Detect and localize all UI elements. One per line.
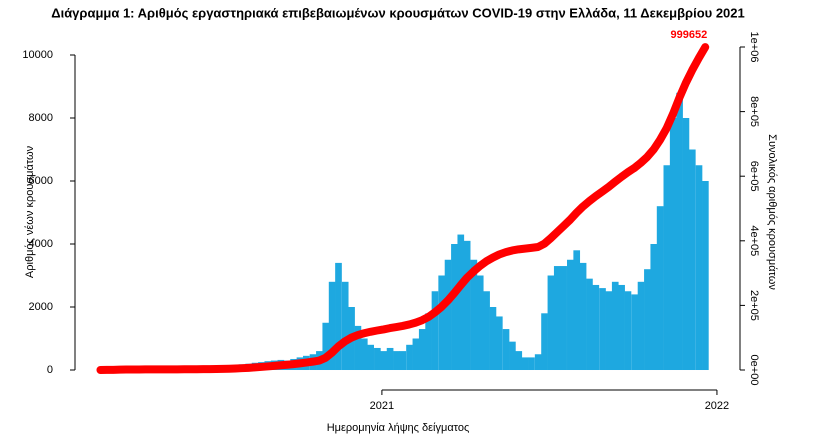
bar — [688, 149, 696, 371]
y-tick-label: 2000 — [29, 301, 53, 313]
y2-tick-label: 8e+05 — [748, 96, 760, 127]
bar — [521, 357, 529, 371]
bar — [328, 281, 336, 371]
bar — [367, 344, 374, 371]
bar — [451, 244, 458, 371]
bar — [637, 281, 645, 371]
y-tick-label: 8000 — [29, 112, 53, 124]
bar — [393, 351, 400, 371]
bar — [592, 284, 600, 371]
y2-tick-label: 6e+05 — [748, 161, 760, 192]
bar — [676, 92, 683, 371]
x-tick-label: 2021 — [370, 400, 394, 412]
bar — [631, 294, 639, 371]
y2-tick-label: 4e+05 — [748, 225, 760, 256]
bar — [360, 338, 368, 371]
bar — [547, 275, 555, 371]
bar — [605, 291, 613, 371]
bar — [380, 351, 388, 371]
bar — [509, 341, 516, 371]
y-axis-label: Αριθμός νέων κρουσμάτων — [24, 145, 36, 278]
annotation: 999652 — [670, 29, 707, 41]
bar — [560, 266, 567, 371]
bar — [586, 278, 593, 371]
y2-tick-label: 1e+06 — [748, 32, 760, 63]
bar — [489, 307, 497, 371]
bar — [406, 344, 413, 371]
bar — [502, 329, 510, 371]
bar — [470, 259, 478, 371]
bar — [702, 180, 709, 371]
bar — [644, 269, 651, 371]
chart-title: Διάγραμμα 1: Αριθμός εργαστηριακά επιβεβ… — [51, 5, 745, 20]
bar — [573, 250, 581, 371]
bar — [438, 275, 446, 371]
y-tick-label: 4000 — [29, 238, 53, 250]
y-tick-label: 6000 — [29, 175, 53, 187]
bar — [476, 275, 484, 371]
bar — [354, 325, 362, 371]
cumulative-line — [96, 43, 710, 374]
bar — [374, 347, 381, 371]
bar — [335, 262, 342, 371]
y-tick-label: 0 — [47, 364, 53, 376]
bar — [483, 291, 490, 371]
bar — [386, 347, 394, 371]
bar — [322, 322, 330, 371]
bar — [541, 313, 548, 371]
x-tick-label: 2022 — [705, 400, 729, 412]
bar — [495, 316, 503, 371]
y2-tick-label: 0e+00 — [748, 355, 760, 386]
bar — [663, 165, 671, 371]
bar — [579, 262, 587, 371]
y2-tick-label: 2e+05 — [748, 290, 760, 321]
bar — [534, 354, 542, 371]
bar — [341, 281, 349, 371]
bar — [618, 284, 625, 371]
bar — [431, 291, 439, 371]
bar — [611, 281, 619, 371]
bar — [412, 338, 420, 371]
bar — [656, 206, 664, 371]
bar — [650, 244, 658, 371]
bar — [425, 313, 432, 371]
bar — [444, 259, 452, 371]
bar — [669, 117, 677, 371]
bar — [599, 288, 606, 371]
bar — [567, 259, 574, 371]
bar — [624, 291, 632, 371]
bar — [682, 117, 690, 371]
bar — [695, 165, 703, 371]
x-axis-label: Ημερομηνία λήψης δείγματος — [327, 422, 470, 434]
bar — [457, 234, 465, 371]
bar — [553, 266, 561, 371]
y2-axis-label: Συνολικός αριθμός κρουσμάτων — [766, 134, 778, 290]
bar — [463, 240, 471, 371]
bar — [418, 329, 426, 371]
y-tick-label: 10000 — [22, 49, 53, 61]
bar — [515, 351, 523, 371]
bar — [528, 357, 535, 371]
bar — [399, 351, 407, 371]
